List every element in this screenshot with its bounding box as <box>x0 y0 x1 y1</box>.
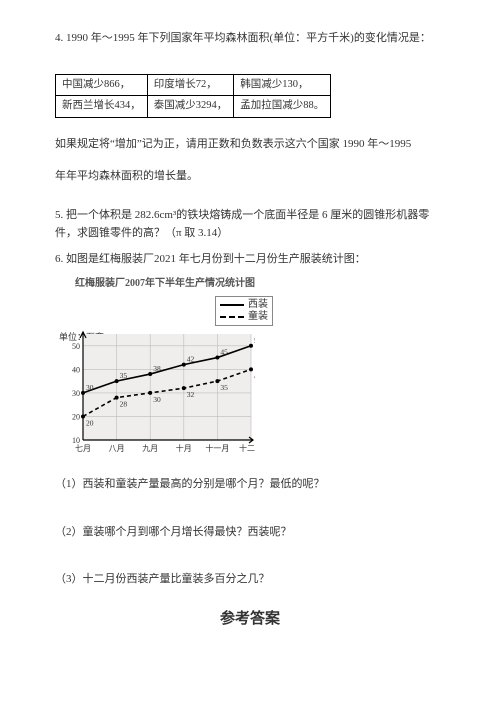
chart-plot: 单位：万套 1020304050七月八月九月十月十一月十二月3035384245… <box>55 328 255 458</box>
q4-tail-line1: 如果规定将“增加”记为正，请用正数和负数表示这六个国家 1990 年～1995 <box>55 136 445 154</box>
q4-table: 中国减少866， 印度增长72， 韩国减少130， 新西兰增长434， 泰国减少… <box>55 74 331 119</box>
svg-text:38: 38 <box>153 364 161 373</box>
q4-tail-line2: 年年平均森林面积的增长量。 <box>55 168 445 186</box>
svg-text:35: 35 <box>220 383 228 392</box>
svg-text:30: 30 <box>153 395 161 404</box>
table-cell: 韩国减少130， <box>234 74 331 96</box>
svg-text:八月: 八月 <box>109 444 125 453</box>
svg-text:50: 50 <box>72 342 80 351</box>
legend-label-child: 童装 <box>248 311 268 323</box>
svg-text:40: 40 <box>72 365 80 374</box>
table-cell: 泰国减少3294， <box>147 96 234 118</box>
svg-text:20: 20 <box>72 413 80 422</box>
q6-sub2: （2）童装哪个月到哪个月增长得最快？西装呢？ <box>55 524 445 542</box>
table-cell: 印度增长72， <box>147 74 234 96</box>
svg-text:30: 30 <box>86 383 94 392</box>
legend-line-solid <box>220 304 244 306</box>
svg-text:50: 50 <box>254 336 255 345</box>
svg-text:35: 35 <box>120 371 128 380</box>
q6-chart: 红梅服装厂2007年下半年生产情况统计图 西装 童装 单位：万套 1020304… <box>55 276 275 458</box>
svg-text:十月: 十月 <box>176 443 192 453</box>
answers-heading: 参考答案 <box>55 607 445 631</box>
svg-text:42: 42 <box>187 355 195 364</box>
svg-text:30: 30 <box>72 389 80 398</box>
table-cell: 新西兰增长434， <box>56 96 148 118</box>
svg-text:七月: 七月 <box>75 444 91 453</box>
svg-text:十一月: 十一月 <box>205 443 229 453</box>
q6-sub1: （1）西装和童装产量最高的分别是哪个月？最低的呢？ <box>55 476 445 494</box>
svg-text:十二月: 十二月 <box>239 443 255 453</box>
svg-text:32: 32 <box>187 390 195 399</box>
chart-legend: 西装 童装 <box>215 296 273 326</box>
svg-text:45: 45 <box>220 348 228 357</box>
svg-text:40: 40 <box>254 371 255 380</box>
q5-text: 5. 把一个体积是 282.6cm³的铁块熔铸成一个底面半径是 6 厘米的圆锥形… <box>55 207 445 242</box>
chart-title: 红梅服装厂2007年下半年生产情况统计图 <box>55 276 275 292</box>
legend-label-suit: 西装 <box>248 299 268 311</box>
svg-text:九月: 九月 <box>142 444 158 453</box>
table-cell: 孟加拉国减少88。 <box>234 96 331 118</box>
svg-text:20: 20 <box>86 419 94 428</box>
q4-intro: 4. 1990 年～1995 年下列国家年平均森林面积(单位：平方千米)的变化情… <box>55 30 445 48</box>
table-cell: 中国减少866， <box>56 74 148 96</box>
svg-text:28: 28 <box>120 400 128 409</box>
q6-sub3: （3）十二月份西装产量比童装多百分之几？ <box>55 571 445 589</box>
q6-intro: 6. 如图是红梅服装厂2021 年七月份到十二月份生产服装统计图： <box>55 251 445 269</box>
legend-line-dashed <box>220 316 244 318</box>
